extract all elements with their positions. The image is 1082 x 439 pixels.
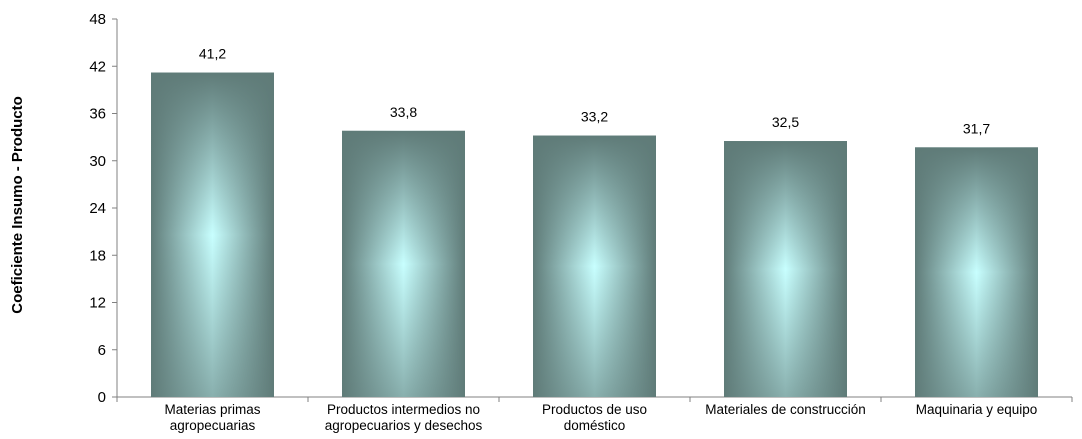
y-tick-label: 18 <box>89 247 106 264</box>
labels: 41,2 Materias primas agropecuarias 33,8 Prod… <box>164 46 1037 433</box>
bar-shade <box>724 141 847 397</box>
bar <box>915 147 1038 397</box>
bars <box>151 72 1038 398</box>
bar <box>724 141 847 397</box>
bar-shade <box>915 147 1038 397</box>
category-label: Productos intermedios no agropecuarios y … <box>325 402 483 433</box>
data-label: 31,7 <box>963 120 990 136</box>
data-label: 32,5 <box>772 114 799 130</box>
y-tick-label: 36 <box>89 106 106 123</box>
data-label: 33,8 <box>390 104 417 120</box>
bar-shade <box>533 135 656 398</box>
category-label: Maquinaria y equipo <box>916 402 1038 417</box>
data-label: 33,2 <box>581 109 608 125</box>
bar <box>533 135 656 398</box>
axes: 0 6 12 18 24 30 36 42 48 <box>89 11 1073 406</box>
y-tick-label: 42 <box>89 58 106 75</box>
y-tick-label: 24 <box>89 200 106 217</box>
y-tick-label: 48 <box>89 11 106 28</box>
bar <box>151 72 274 398</box>
y-axis-label: Coeficiente Insumo - Producto <box>9 96 26 314</box>
bar <box>342 130 465 397</box>
y-tick-label: 12 <box>89 295 106 312</box>
bar-shade <box>342 130 465 397</box>
bar-shade <box>151 72 274 398</box>
y-tick-label: 30 <box>89 153 106 170</box>
y-tick-label: 0 <box>98 389 106 406</box>
data-label: 41,2 <box>199 46 226 62</box>
category-label: Productos de uso doméstico <box>542 402 647 433</box>
y-tick-label: 6 <box>98 342 106 359</box>
category-label: Materias primas agropecuarias <box>164 402 260 433</box>
category-label: Materiales de construcción <box>705 402 866 417</box>
